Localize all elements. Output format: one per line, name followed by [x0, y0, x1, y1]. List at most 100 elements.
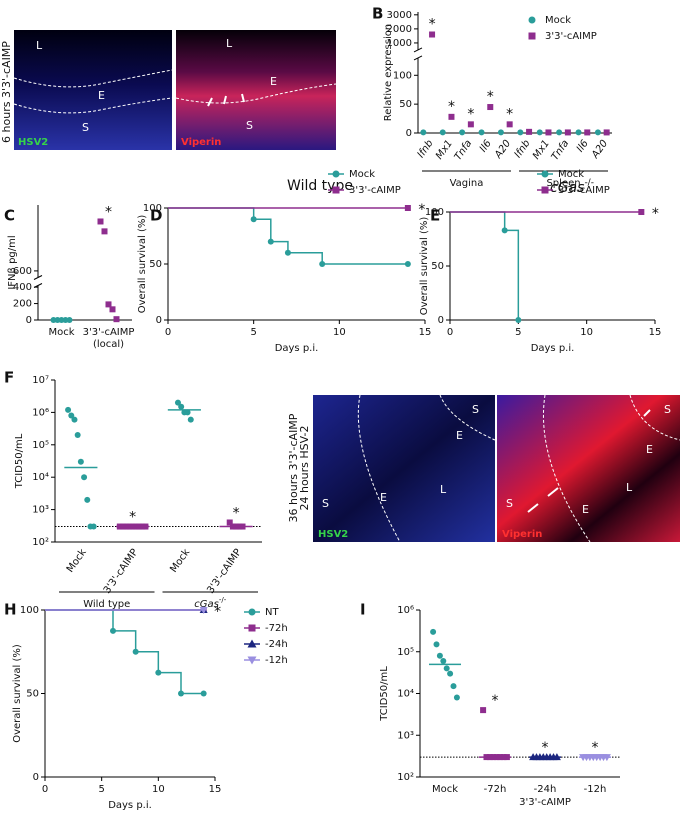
x-tick-label: -24h — [534, 784, 557, 795]
panel-letter: G — [284, 371, 293, 384]
legend-label: NT — [265, 607, 279, 618]
significance: * — [233, 505, 240, 521]
significance: * — [105, 204, 112, 220]
y-axis-label: Relative expression — [383, 24, 394, 121]
marker — [199, 607, 208, 614]
legend-label: -12h — [265, 655, 288, 666]
region-label: S — [322, 497, 329, 510]
marker — [267, 238, 274, 245]
panel-letter: B — [372, 5, 383, 23]
marker — [443, 665, 450, 672]
x-tick-label: A20 — [492, 138, 513, 161]
marker — [541, 170, 549, 178]
y-tick-label: 10² — [32, 537, 49, 548]
marker — [132, 648, 139, 655]
x-tick-label: 15 — [649, 327, 662, 338]
y-tick-label: 0 — [156, 315, 162, 326]
stain-label: Viperin — [181, 137, 221, 148]
stain-label: Viperin — [502, 529, 542, 540]
y-tick-label: 10⁶ — [32, 407, 49, 418]
x-tick-label: Ifnb — [513, 138, 533, 160]
marker — [178, 690, 184, 697]
survival-line — [450, 211, 520, 320]
significance: * — [652, 206, 659, 222]
group-label: Vagina — [450, 178, 484, 189]
marker — [77, 458, 84, 465]
marker — [184, 409, 191, 416]
legend-label: Mock — [545, 15, 571, 26]
y-tick-label: 200 — [13, 299, 32, 310]
significance: * — [542, 740, 549, 756]
marker — [178, 403, 185, 410]
stain-label: HSV2 — [318, 529, 348, 540]
marker — [71, 416, 78, 423]
region-label: E — [646, 443, 653, 456]
marker — [536, 129, 543, 136]
marker — [105, 301, 112, 308]
axis-break — [413, 47, 423, 61]
x-tick-label: 5 — [250, 327, 256, 338]
micrograph-panel-a: A 6 hours 3'3'-cAIMP L E S HSV2 L E S Vi… — [0, 7, 337, 150]
side-label: 36 hours 3'3'-cAIMP — [287, 413, 300, 522]
region-label: L — [36, 39, 43, 52]
y-tick-label: 10⁷ — [32, 375, 49, 386]
y-tick-label: 3000 — [387, 10, 412, 21]
x-tick-label: 10 — [333, 327, 346, 338]
y-tick-label: 10⁶ — [397, 605, 414, 616]
marker — [448, 113, 455, 120]
y-axis-label: TCID50/mL — [14, 433, 25, 489]
region-label: E — [270, 75, 277, 88]
y-tick-label: 10³ — [32, 505, 49, 516]
marker — [109, 306, 116, 313]
marker — [450, 683, 457, 690]
x-tick-label: Mock — [48, 327, 74, 338]
y-tick-label: 1000 — [387, 38, 412, 49]
boundary — [175, 83, 337, 104]
y-tick-label: 10⁵ — [397, 647, 414, 658]
marker — [68, 412, 75, 419]
marker — [447, 670, 454, 677]
marker — [528, 32, 536, 40]
y-axis-label: TCID50/mL — [379, 666, 390, 722]
x-tick-label: 5 — [515, 327, 521, 338]
marker — [247, 656, 257, 665]
x-tick-label: Mx1 — [434, 138, 455, 161]
marker — [420, 129, 427, 136]
panel-letter: H — [4, 601, 17, 619]
marker — [430, 628, 437, 635]
x-tick-label: Il6 — [478, 138, 494, 154]
y-tick-label: 50 — [149, 259, 162, 270]
survival-line — [45, 609, 204, 695]
group-label: cGas-/- — [194, 596, 226, 610]
legend-label: Mock — [349, 169, 375, 180]
marker — [603, 129, 610, 136]
x-tick-label: 15 — [209, 784, 222, 795]
boundary — [357, 394, 401, 543]
region-label: E — [380, 491, 387, 504]
marker — [638, 209, 645, 215]
marker — [74, 432, 81, 439]
region-label: L — [626, 481, 633, 494]
marker — [433, 641, 440, 648]
y-tick-label: 10³ — [397, 730, 414, 741]
y-tick-label: 100 — [425, 207, 444, 218]
y-tick-label: 50 — [399, 99, 412, 110]
significance: * — [448, 99, 455, 115]
chart-title-text: Wild type — [287, 178, 353, 194]
group-label: Wild type — [83, 599, 130, 610]
significance: * — [418, 202, 425, 218]
marker — [517, 129, 524, 136]
arrow — [207, 93, 245, 107]
marker — [250, 216, 257, 223]
marker — [528, 16, 536, 24]
x-tick-label: 0 — [447, 327, 453, 338]
y-axis-label: Overall survival (%) — [137, 215, 148, 314]
x-tick-label: 3'3'-cAIMP — [83, 327, 135, 338]
marker — [497, 129, 504, 136]
x-axis-label: Days p.i. — [531, 343, 575, 354]
x-tick-label: Il6 — [575, 138, 591, 154]
stain-label: HSV2 — [18, 137, 48, 148]
x-tick-label: 10 — [580, 327, 593, 338]
significance: * — [429, 17, 436, 33]
marker — [332, 186, 340, 194]
